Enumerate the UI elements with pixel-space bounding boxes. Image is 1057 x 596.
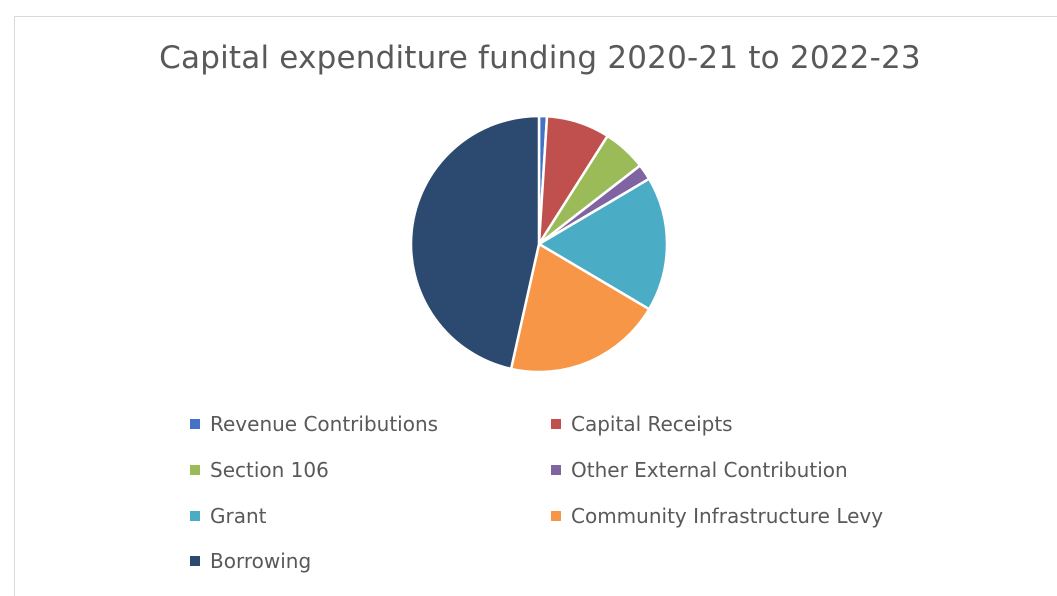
pie-slice-grant	[537, 177, 669, 311]
chart-title: Capital expenditure funding 2020-21 to 2…	[159, 40, 921, 76]
legend-item-revenue-contributions: Revenue Contributions	[190, 412, 438, 436]
legend-swatch	[190, 465, 200, 475]
legend-label: Revenue Contributions	[210, 412, 439, 436]
pie-slice-community-infrastructure-levy	[509, 242, 651, 374]
legend-label: Grant	[210, 504, 267, 528]
legend-item-grant: Grant	[190, 504, 267, 528]
legend-item-other-external-contribution: Other External Contribution	[551, 458, 848, 482]
legend-swatch	[551, 511, 561, 521]
legend-item-community-infrastructure-levy: Community Infrastructure Levy	[551, 504, 883, 528]
legend-label: Section 106	[210, 458, 329, 482]
legend-label: Borrowing	[210, 549, 312, 573]
legend-swatch	[190, 511, 200, 521]
legend-item-section-106: Section 106	[190, 458, 329, 482]
legend-label: Capital Receipts	[571, 412, 733, 436]
legend-swatch	[551, 419, 561, 429]
legend-item-borrowing: Borrowing	[190, 549, 311, 573]
legend-swatch	[551, 465, 561, 475]
legend-swatch	[190, 556, 200, 566]
pie-slice-borrowing	[409, 114, 541, 371]
pie-chart	[409, 114, 669, 374]
legend-swatch	[190, 419, 200, 429]
legend-label: Other External Contribution	[571, 458, 848, 482]
legend-label: Community Infrastructure Levy	[571, 504, 884, 528]
legend-item-capital-receipts: Capital Receipts	[551, 412, 733, 436]
